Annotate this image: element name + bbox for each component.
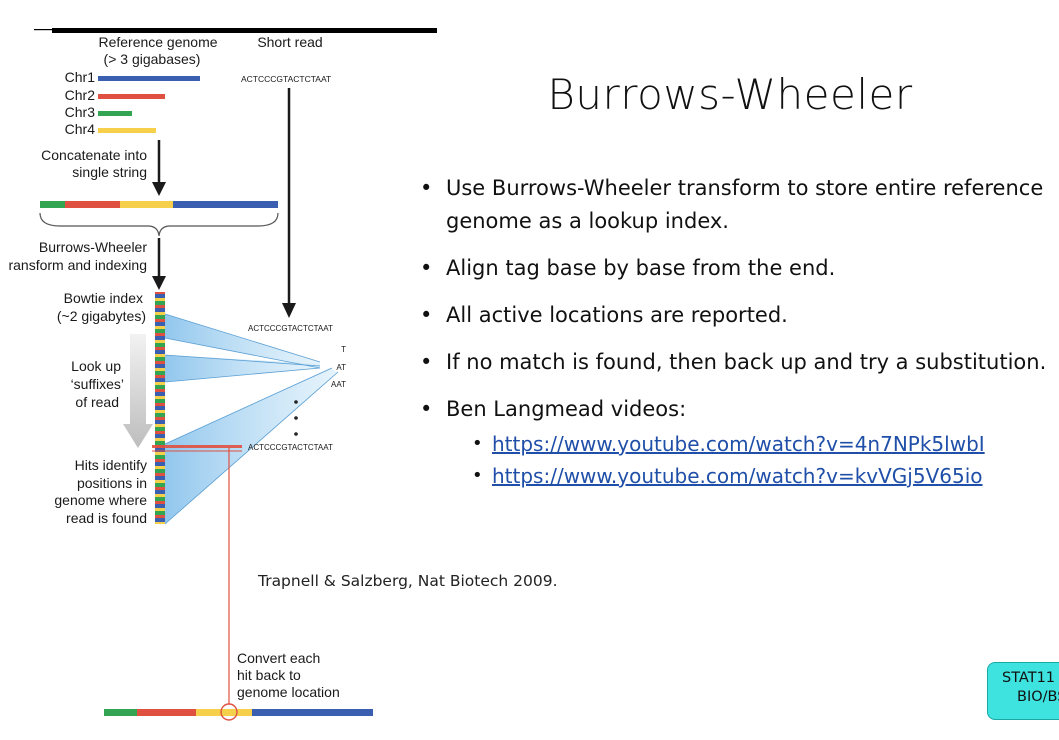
lookup-suffixes-arrow (123, 334, 153, 448)
suffix-aat: AAT (331, 380, 346, 389)
concatenated-genome-string (40, 201, 278, 208)
video-links-list: https://www.youtube.com/watch?v=4n7NPk5l… (446, 428, 1050, 492)
bowtie-index-label: Bowtie index (64, 290, 143, 306)
genome-location-string (104, 709, 373, 716)
hit-read-sequence: ACTCCCGTACTCTAAT (248, 443, 333, 452)
chr2-bar (98, 94, 165, 99)
chr2-label: Chr2 (65, 87, 96, 103)
citation: Trapnell & Salzberg, Nat Biotech 2009. (258, 572, 558, 590)
concatenate-step-line1: Concatenate into (41, 147, 147, 163)
bullet-item-videos: Ben Langmead videos: https://www.youtube… (420, 393, 1050, 492)
concatenate-step-line2: single string (72, 164, 147, 180)
bullet-item: Align tag base by base from the end. (420, 252, 1050, 285)
lookup-label-line1: Look up (71, 358, 121, 374)
concatenate-arrow-head (152, 182, 166, 196)
concatenate-brace (39, 212, 279, 237)
course-badge: STAT11 BIO/BS (987, 662, 1059, 720)
suffix-t: T (341, 345, 346, 354)
video-link-2[interactable]: https://www.youtube.com/watch?v=kvVGj5V6… (492, 464, 983, 488)
bullet-item: All active locations are reported. (420, 299, 1050, 332)
chr3-label: Chr3 (65, 104, 96, 120)
hit-location-circle (220, 703, 238, 721)
chr4-label: Chr4 (65, 121, 96, 137)
ellipsis-dot-2 (294, 416, 298, 420)
bw-step-line1: Burrows-Wheeler (39, 239, 147, 255)
ellipsis-dot-3 (294, 432, 298, 436)
bowtie-index-size: (~2 gigabytes) (57, 308, 146, 324)
lookup-label-line3: of read (75, 394, 119, 410)
lookup-label-line2: ‘suffixes’ (71, 376, 124, 392)
bullet-list: Use Burrows-Wheeler transform to store e… (420, 172, 1050, 506)
suffix-at: AT (336, 363, 346, 372)
aligned-read-sequence: ACTCCCGTACTCTAAT (248, 324, 333, 333)
alignment-fan (164, 313, 339, 525)
bullet-item: If no match is found, then back up and t… (420, 346, 1050, 379)
chr4-bar (98, 128, 156, 133)
top-rule-thin (34, 29, 52, 31)
chr1-bar (98, 76, 200, 81)
video-link-1[interactable]: https://www.youtube.com/watch?v=4n7NPk5l… (492, 432, 985, 456)
short-read-sequence: ACTCCCGTACTCTAAT (241, 74, 331, 84)
bowtie-index-column (155, 292, 165, 524)
reference-genome-size: (> 3 gigabases) (104, 51, 201, 67)
hits-label-line3: genome where (54, 492, 147, 508)
chr1-label: Chr1 (65, 69, 96, 85)
ellipsis-dot-1 (294, 400, 298, 404)
hit-row-marker (152, 445, 242, 448)
top-rule-thick (52, 28, 437, 33)
reference-genome-header: Reference genome (98, 34, 217, 50)
bw-arrow-head (152, 276, 166, 290)
bw-step-line2: ransform and indexing (8, 257, 147, 273)
convert-label-line1: Convert each (237, 650, 320, 666)
hits-label-line1: Hits identify (75, 457, 147, 473)
convert-label-line2: hit back to (237, 667, 301, 683)
bullet-item: Use Burrows-Wheeler transform to store e… (420, 172, 1050, 238)
convert-label-line3: genome location (237, 684, 340, 700)
short-read-header: Short read (257, 34, 322, 50)
video-link-item: https://www.youtube.com/watch?v=4n7NPk5l… (446, 428, 1050, 460)
video-link-item: https://www.youtube.com/watch?v=kvVGj5V6… (446, 460, 1050, 492)
chr3-bar (98, 111, 132, 116)
course-badge-line2: BIO/BS (1017, 689, 1059, 705)
course-badge-line1: STAT11 (1002, 670, 1056, 686)
hits-label-line4: read is found (66, 510, 147, 526)
videos-label: Ben Langmead videos: (446, 397, 687, 421)
slide-title: Burrows-Wheeler (547, 70, 913, 119)
short-read-down-arrow-head (282, 303, 296, 318)
hits-label-line2: positions in (77, 475, 147, 491)
